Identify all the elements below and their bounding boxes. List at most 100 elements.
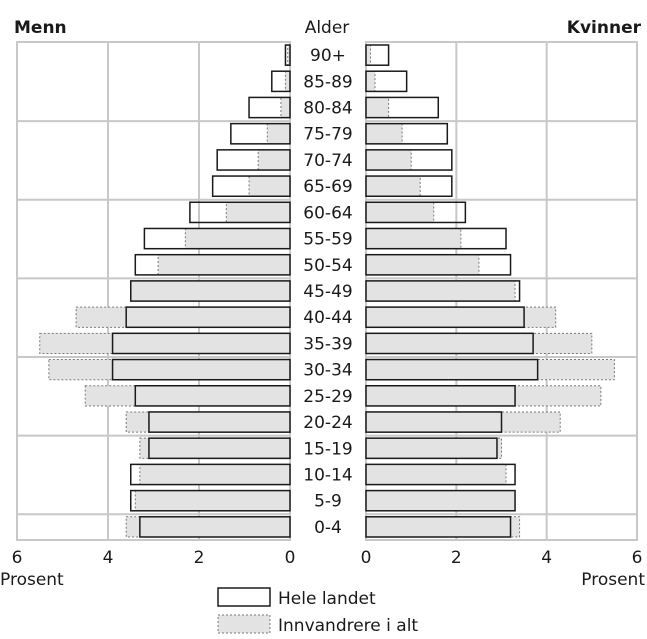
bar-total-men: [148, 437, 291, 460]
bar-total-women: [365, 358, 539, 381]
legend: Hele landet Innvandrere i alt: [217, 587, 418, 636]
bar-total-women: [365, 44, 390, 66]
bar-immigrants-women: [365, 280, 516, 302]
bar-immigrants-men: [48, 359, 291, 381]
bar-immigrants-men: [284, 70, 291, 92]
legend-swatch-immigrants: [217, 614, 271, 634]
bar-total-women: [365, 253, 512, 276]
bar-total-women: [365, 149, 453, 171]
x-tick-labels: 6 4 2 0 0 2 4 6: [12, 548, 643, 568]
bar-immigrants-women: [365, 254, 480, 276]
age-label: 90+: [310, 46, 346, 66]
bar-immigrants-women: [365, 490, 516, 512]
x-tick-label: 0: [361, 548, 372, 568]
bar-immigrants-women: [365, 437, 502, 459]
age-label: 60-64: [303, 203, 352, 223]
age-label: 80-84: [303, 99, 352, 119]
x-unit-label-left: Prosent: [0, 570, 64, 590]
x-tick-label: 0: [285, 548, 296, 568]
right-title: Kvinner: [567, 18, 642, 38]
age-label: 30-34: [303, 361, 352, 381]
bar-total-men: [130, 463, 291, 486]
bar-immigrants-women: [365, 227, 462, 250]
bar-immigrants-women: [365, 516, 521, 538]
age-label: 75-79: [303, 125, 352, 145]
bar-total-women: [365, 306, 525, 329]
left-title: Menn: [14, 18, 67, 38]
bar-total-women: [365, 384, 516, 407]
bar-immigrants-men: [184, 227, 291, 250]
bar-immigrants-women: [365, 70, 376, 92]
bar-immigrants-men: [248, 175, 291, 197]
bar-immigrants-men: [257, 149, 291, 171]
bar-total-men: [248, 96, 291, 119]
bar-immigrants-women: [365, 44, 372, 66]
bar-immigrants-women: [365, 175, 421, 197]
bar-total-men: [134, 253, 291, 276]
bar-immigrants-men: [225, 201, 291, 223]
age-label: 85-89: [303, 72, 352, 92]
x-tick-label: 4: [541, 548, 552, 568]
bar-total-men: [139, 516, 291, 538]
legend-label-immigrants: Innvandrere i alt: [278, 616, 418, 636]
age-label: 25-29: [303, 387, 352, 407]
bar-total-women: [365, 332, 534, 355]
legend-label-total: Hele landet: [278, 589, 376, 609]
bar-immigrants-men: [39, 332, 291, 355]
age-label: 55-59: [303, 230, 352, 250]
bar-immigrants-women: [365, 332, 593, 355]
bar-immigrants-women: [365, 201, 435, 223]
bar-total-men: [216, 149, 291, 171]
age-label: 70-74: [303, 151, 352, 171]
bar-total-women: [365, 70, 408, 93]
bar-immigrants-women: [365, 123, 403, 145]
bar-total-men: [130, 280, 291, 302]
age-label: 45-49: [303, 282, 352, 302]
bar-immigrants-women: [365, 463, 507, 486]
bar-immigrants-women: [365, 385, 602, 407]
bar-total-women: [365, 516, 512, 538]
bar-total-women: [365, 489, 516, 512]
age-label: 40-44: [303, 308, 352, 328]
bar-total-men: [111, 358, 291, 381]
x-tick-label: 6: [12, 548, 23, 568]
bar-total-women: [365, 122, 449, 145]
bar-total-men: [284, 44, 291, 66]
bar-immigrants-women: [365, 306, 557, 328]
x-unit-label-right: Prosent: [581, 570, 645, 590]
age-label: 65-69: [303, 177, 352, 197]
immigrant-bars: [39, 44, 615, 538]
bar-total-men: [271, 70, 291, 93]
bar-total-men: [148, 411, 291, 433]
bar-immigrants-men: [75, 306, 291, 328]
bar-immigrants-men: [130, 280, 291, 302]
bar-immigrants-men: [280, 96, 291, 119]
center-label: Alder: [305, 18, 350, 38]
bar-immigrants-men: [139, 437, 291, 459]
bar-total-women: [365, 201, 467, 224]
bar-total-women: [365, 96, 440, 119]
age-label: 5-9: [314, 492, 342, 512]
x-tick-label: 2: [451, 548, 462, 568]
bar-total-women: [365, 411, 503, 433]
bar-total-men: [125, 306, 291, 329]
bar-total-women: [365, 463, 516, 486]
legend-swatch-total: [217, 587, 271, 607]
bar-total-men: [211, 175, 291, 198]
bar-total-men: [230, 122, 291, 145]
bar-immigrants-women: [365, 149, 412, 171]
age-label: 20-24: [303, 413, 352, 433]
bar-immigrants-women: [365, 359, 615, 381]
bar-total-men: [111, 332, 291, 355]
bar-total-men: [134, 384, 291, 407]
age-label: 10-14: [303, 465, 352, 485]
bar-total-women: [365, 437, 498, 460]
bar-immigrants-men: [134, 490, 291, 512]
bar-immigrants-men: [125, 411, 291, 433]
x-tick-label: 4: [103, 548, 114, 568]
age-labels: 90+ 85-89 80-84 75-79 70-74 65-69 60-64 55-59 50…: [303, 46, 352, 538]
bar-immigrants-women: [365, 411, 561, 433]
bar-total-men: [130, 489, 291, 512]
bar-immigrants-men: [266, 123, 291, 145]
